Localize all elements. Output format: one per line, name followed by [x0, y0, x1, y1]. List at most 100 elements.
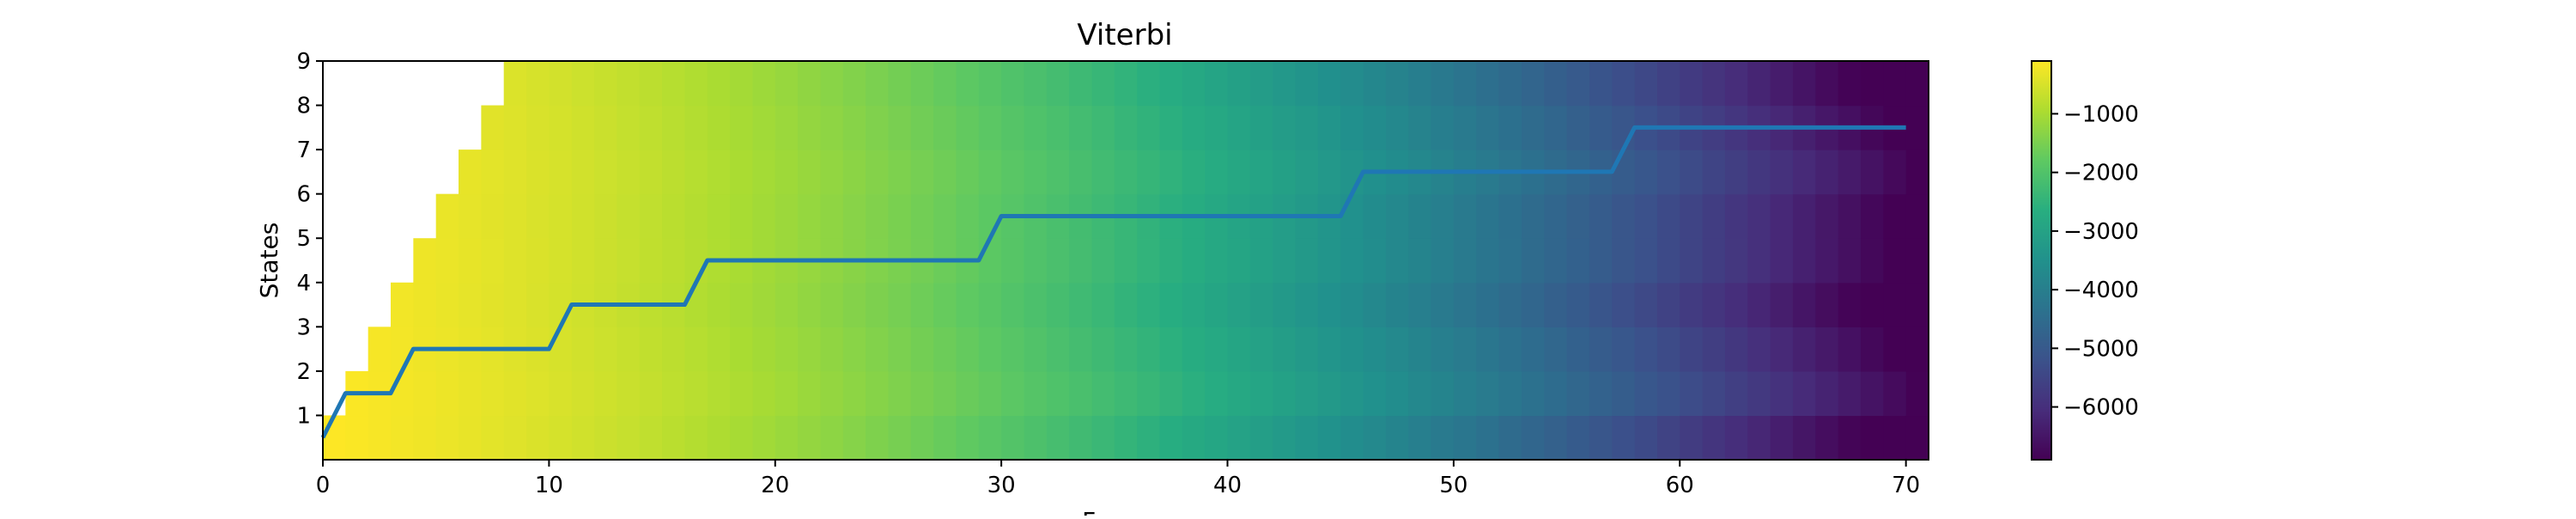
heatmap-cell	[888, 105, 912, 150]
heatmap-cell	[978, 105, 1002, 150]
heatmap-cell	[617, 193, 641, 239]
heatmap-cell	[1182, 150, 1206, 195]
heatmap-cell	[1566, 415, 1590, 461]
heatmap-cell	[933, 327, 957, 372]
heatmap-cell	[1747, 238, 1771, 284]
heatmap-cell	[1589, 193, 1613, 239]
heatmap-cell	[978, 415, 1002, 461]
heatmap-cell	[1182, 327, 1206, 372]
x-tick-label: 60	[1666, 473, 1694, 498]
heatmap-cell	[459, 238, 482, 284]
heatmap-cell	[1770, 193, 1794, 239]
y-tick-label: 9	[296, 49, 311, 75]
heatmap-cell	[1159, 370, 1183, 417]
heatmap-cell	[1069, 282, 1093, 327]
heatmap-cell	[1408, 327, 1432, 372]
heatmap-cell	[1656, 415, 1680, 461]
heatmap-cell	[1815, 370, 1839, 417]
heatmap-cell	[1431, 370, 1455, 417]
heatmap-cell	[1838, 61, 1862, 107]
heatmap-cell	[481, 238, 505, 284]
heatmap-cell	[866, 150, 890, 195]
heatmap-cell	[730, 61, 754, 107]
heatmap-cell	[1385, 327, 1409, 372]
heatmap-cell	[1001, 282, 1025, 327]
heatmap-cell	[775, 282, 799, 327]
heatmap-cell	[1702, 415, 1726, 461]
heatmap-cell	[1860, 193, 1884, 239]
heatmap-cell	[1702, 238, 1726, 284]
heatmap-cell	[1363, 193, 1387, 239]
heatmap-cell	[866, 193, 890, 239]
heatmap-cell	[1612, 327, 1636, 372]
heatmap-cell	[1453, 61, 1477, 107]
heatmap-cell	[1408, 238, 1432, 284]
heatmap-cell	[1273, 61, 1297, 107]
heatmap-cell	[459, 282, 482, 327]
heatmap-cell	[1883, 370, 1907, 417]
heatmap-cell	[1249, 61, 1273, 107]
heatmap-cell	[707, 193, 731, 239]
heatmap-cell	[481, 415, 505, 461]
heatmap-cell	[798, 105, 822, 150]
heatmap-cell	[1091, 105, 1115, 150]
heatmap-cell	[1069, 415, 1093, 461]
heatmap-cell	[526, 370, 550, 417]
heatmap-cell	[1724, 415, 1748, 461]
heatmap-cell	[1770, 370, 1794, 417]
heatmap-cell	[956, 105, 980, 150]
heatmap-cell	[1227, 370, 1251, 417]
heatmap-cell	[684, 238, 708, 284]
heatmap-cell	[1227, 282, 1251, 327]
heatmap-cell	[594, 327, 617, 372]
heatmap-cell	[1566, 282, 1590, 327]
heatmap-cell	[1476, 370, 1500, 417]
heatmap-cell	[1883, 150, 1907, 195]
heatmap-cell	[1340, 238, 1364, 284]
heatmap-cell	[1905, 150, 1929, 195]
heatmap-cell	[1137, 105, 1161, 150]
y-tick-label: 8	[296, 94, 311, 119]
heatmap-cell	[1091, 327, 1115, 372]
heatmap-cell	[526, 193, 550, 239]
heatmap-cell	[1521, 238, 1545, 284]
heatmap-cell	[1453, 193, 1477, 239]
heatmap-cell	[1724, 61, 1748, 107]
heatmap-cell	[1770, 415, 1794, 461]
heatmap-cell	[866, 327, 890, 372]
heatmap-cell	[910, 282, 934, 327]
heatmap-cell	[1024, 370, 1048, 417]
heatmap-cell	[1589, 105, 1613, 150]
heatmap-cell	[1317, 150, 1341, 195]
heatmap-cell	[1521, 193, 1545, 239]
heatmap-cell	[798, 370, 822, 417]
colorbar-tick-label: −4000	[2063, 278, 2139, 303]
heatmap-cell	[1860, 327, 1884, 372]
heatmap-cell	[1792, 193, 1816, 239]
heatmap-cell	[730, 282, 754, 327]
heatmap-cell	[1905, 327, 1929, 372]
heatmap-cell	[1792, 327, 1816, 372]
heatmap-cell	[1747, 327, 1771, 372]
heatmap-cell	[752, 61, 776, 107]
heatmap-cell	[594, 415, 617, 461]
heatmap-cell	[368, 327, 392, 372]
y-axis-label: States	[255, 223, 283, 299]
heatmap-cell	[1069, 238, 1093, 284]
heatmap-cell	[1408, 415, 1432, 461]
heatmap-cell	[1295, 282, 1319, 327]
heatmap-cell	[1498, 105, 1522, 150]
heatmap-cell	[1273, 282, 1297, 327]
heatmap-cell	[933, 370, 957, 417]
heatmap-cell	[1453, 415, 1477, 461]
heatmap-cell	[1001, 327, 1025, 372]
heatmap-cell	[503, 61, 527, 107]
heatmap-cell	[571, 370, 595, 417]
heatmap-cell	[842, 282, 866, 327]
heatmap-cell	[707, 282, 731, 327]
heatmap-cell	[730, 150, 754, 195]
heatmap-cell	[1385, 61, 1409, 107]
heatmap-cell	[1476, 415, 1500, 461]
x-tick-label: 30	[987, 473, 1016, 498]
heatmap-cell	[1476, 327, 1500, 372]
